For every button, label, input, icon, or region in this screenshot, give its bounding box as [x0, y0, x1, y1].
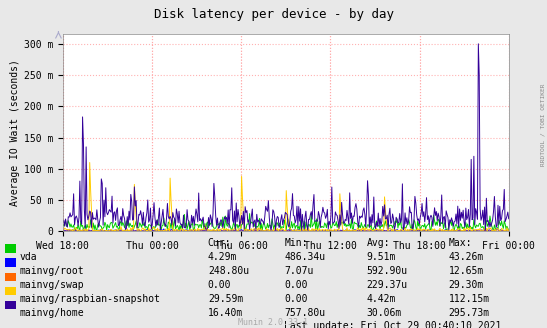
Text: 592.90u: 592.90u — [366, 266, 408, 276]
Text: RRDTOOL / TOBI OETIKER: RRDTOOL / TOBI OETIKER — [540, 83, 545, 166]
Text: vda: vda — [19, 252, 37, 262]
Text: Min:: Min: — [284, 238, 308, 248]
Text: 30.06m: 30.06m — [366, 308, 401, 318]
Text: 486.34u: 486.34u — [284, 252, 325, 262]
Text: mainvg/root: mainvg/root — [19, 266, 84, 276]
Text: 43.26m: 43.26m — [449, 252, 484, 262]
Text: 757.80u: 757.80u — [284, 308, 325, 318]
Y-axis label: Average IO Wait (seconds): Average IO Wait (seconds) — [10, 59, 20, 206]
Text: 295.73m: 295.73m — [449, 308, 490, 318]
Text: mainvg/swap: mainvg/swap — [19, 280, 84, 290]
Text: Disk latency per device - by day: Disk latency per device - by day — [154, 8, 393, 21]
Text: 112.15m: 112.15m — [449, 294, 490, 304]
Text: 7.07u: 7.07u — [284, 266, 314, 276]
Text: 4.42m: 4.42m — [366, 294, 396, 304]
Text: mainvg/home: mainvg/home — [19, 308, 84, 318]
Text: Cur:: Cur: — [208, 238, 231, 248]
Text: mainvg/raspbian-snapshot: mainvg/raspbian-snapshot — [19, 294, 160, 304]
Text: 0.00: 0.00 — [284, 294, 308, 304]
Text: Max:: Max: — [449, 238, 472, 248]
Text: 0.00: 0.00 — [208, 280, 231, 290]
Text: 29.59m: 29.59m — [208, 294, 243, 304]
Text: 248.80u: 248.80u — [208, 266, 249, 276]
Text: Avg:: Avg: — [366, 238, 390, 248]
Text: 16.40m: 16.40m — [208, 308, 243, 318]
Text: Last update: Fri Oct 29 00:40:10 2021: Last update: Fri Oct 29 00:40:10 2021 — [284, 321, 502, 328]
Text: 9.51m: 9.51m — [366, 252, 396, 262]
Text: 12.65m: 12.65m — [449, 266, 484, 276]
Text: 29.30m: 29.30m — [449, 280, 484, 290]
Text: Munin 2.0.33-1: Munin 2.0.33-1 — [238, 318, 309, 327]
Text: 229.37u: 229.37u — [366, 280, 408, 290]
Text: 4.29m: 4.29m — [208, 252, 237, 262]
Text: 0.00: 0.00 — [284, 280, 308, 290]
